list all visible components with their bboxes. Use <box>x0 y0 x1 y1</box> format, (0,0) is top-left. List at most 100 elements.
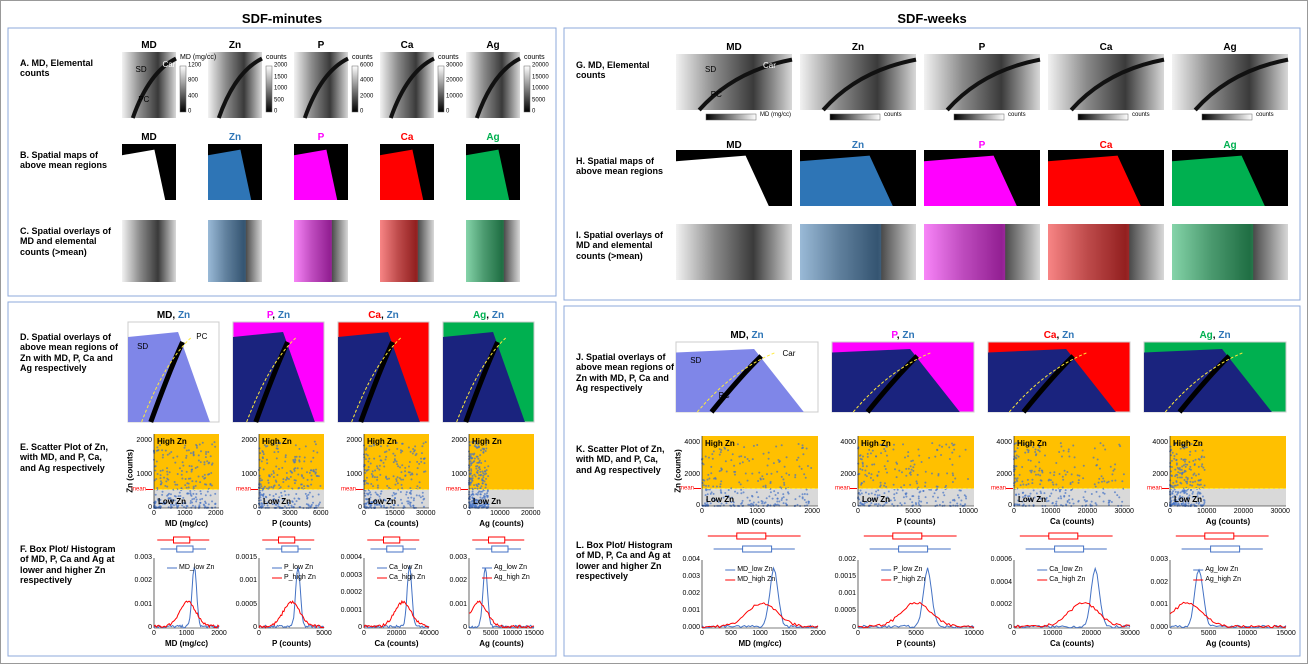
legend-label: Ag_high Zn <box>494 574 530 582</box>
scatter-dot <box>396 448 398 450</box>
scatter-dot <box>805 501 807 503</box>
scatter-dot <box>884 450 886 452</box>
scatter-dot <box>368 458 370 460</box>
scatter-dot <box>871 464 873 466</box>
scatter-dot <box>182 465 184 467</box>
scatter-dot <box>288 478 290 480</box>
scatter-dot <box>470 470 472 472</box>
pair-element: Zn <box>902 330 914 341</box>
scatter-dot <box>954 477 956 479</box>
y-tick-label: 0.003 <box>134 554 152 562</box>
scatter-dot <box>733 471 735 473</box>
scatter-dot <box>188 486 190 488</box>
scatter-dot <box>883 448 885 450</box>
low-zn-label: Low Zn <box>706 495 734 504</box>
scatter-dot <box>893 444 895 446</box>
scatter-dot <box>1100 442 1102 444</box>
scatter-dot <box>195 467 197 469</box>
mean-label: mean <box>835 485 850 492</box>
scatter-dot <box>877 489 879 491</box>
scatter-dot <box>400 491 402 493</box>
scatter-dot <box>1059 473 1061 475</box>
scatter-dot <box>270 486 272 488</box>
x-tick-label: 10000 <box>1197 508 1216 516</box>
scatter-dot <box>159 477 161 479</box>
y-tick-label: 0.001 <box>239 577 257 585</box>
mean-label: mean <box>236 486 251 493</box>
x-tick-label: 0 <box>1168 630 1172 638</box>
scatter-dot <box>472 461 474 463</box>
scatter-dot <box>315 469 317 471</box>
scatter-dot <box>1177 476 1179 478</box>
scatter-dot <box>294 467 296 469</box>
row-label: B. Spatial maps of above mean regions <box>20 150 120 171</box>
scatter-dot <box>1176 453 1178 455</box>
y-tick-label: 0.0003 <box>341 571 362 579</box>
scatter-dot <box>420 496 422 498</box>
scatter-dot <box>384 451 386 453</box>
scatter-dot <box>170 493 172 495</box>
scatter-dot <box>888 490 890 492</box>
scatter-dot <box>368 492 370 494</box>
scatter-dot <box>872 450 874 452</box>
scatter-dot <box>420 458 422 460</box>
low-zn-label: Low Zn <box>368 497 396 506</box>
scatter-dot <box>942 492 944 494</box>
scatter-dot <box>781 476 783 478</box>
scatter-dot <box>1175 485 1177 487</box>
scatter-dot <box>903 496 905 498</box>
scatter-dot <box>259 478 261 480</box>
scatter-dot <box>377 467 379 469</box>
scatter-dot <box>742 505 744 507</box>
scatter-dot <box>703 463 705 465</box>
scatter-dot <box>471 458 473 460</box>
scatter-dot <box>928 457 930 459</box>
scatter-dot <box>859 468 861 470</box>
overlay-tint <box>1048 224 1129 280</box>
high-zn-label: High Zn <box>472 437 502 446</box>
scatter-dot <box>951 443 953 445</box>
scatter-dot <box>1108 502 1110 504</box>
scatter-dot <box>1174 475 1176 477</box>
scatter-dot <box>804 499 806 501</box>
scatter-dot <box>185 457 187 459</box>
scatter-dot <box>484 480 486 482</box>
x-tick-label: 0 <box>467 510 471 518</box>
scatter-dot <box>911 469 913 471</box>
scatter-dot <box>786 499 788 501</box>
scatter-dot <box>205 456 207 458</box>
colorbar-tick: 4000 <box>360 78 373 85</box>
high-zn-label: High Zn <box>1173 439 1203 448</box>
row-label: J. Spatial overlays of above mean region… <box>576 352 676 393</box>
scatter-dot <box>753 445 755 447</box>
scatter-dot <box>199 443 201 445</box>
scatter-dot <box>294 479 296 481</box>
x-axis-label: Ca (counts) <box>1050 639 1094 648</box>
scatter-dot <box>259 480 261 482</box>
scatter-dot <box>195 485 197 487</box>
scatter-dot <box>379 474 381 476</box>
scatter-dot <box>925 496 927 498</box>
mean-label: mean <box>991 485 1006 492</box>
scatter-dot <box>710 472 712 474</box>
scatter-dot <box>884 465 886 467</box>
scatter-dot <box>480 474 482 476</box>
scatter-dot <box>1084 499 1086 501</box>
colorbar <box>180 66 186 112</box>
scatter-dot <box>401 464 403 466</box>
scatter-dot <box>393 475 395 477</box>
scatter-dot <box>1108 504 1110 506</box>
scatter-dot <box>276 457 278 459</box>
colorbar-tick: 0 <box>446 109 449 116</box>
scatter-dot <box>294 460 296 462</box>
scatter-dot <box>471 479 473 481</box>
scatter-dot <box>1171 460 1173 462</box>
scatter-dot <box>751 495 753 497</box>
y-tick-label: 0.0015 <box>236 554 257 562</box>
overlay-image <box>122 220 176 282</box>
y-tick-label: 4000 <box>684 439 700 447</box>
scatter-dot <box>785 472 787 474</box>
scatter-dot <box>267 479 269 481</box>
scatter-dot <box>1102 444 1104 446</box>
scatter-dot <box>1065 504 1067 506</box>
